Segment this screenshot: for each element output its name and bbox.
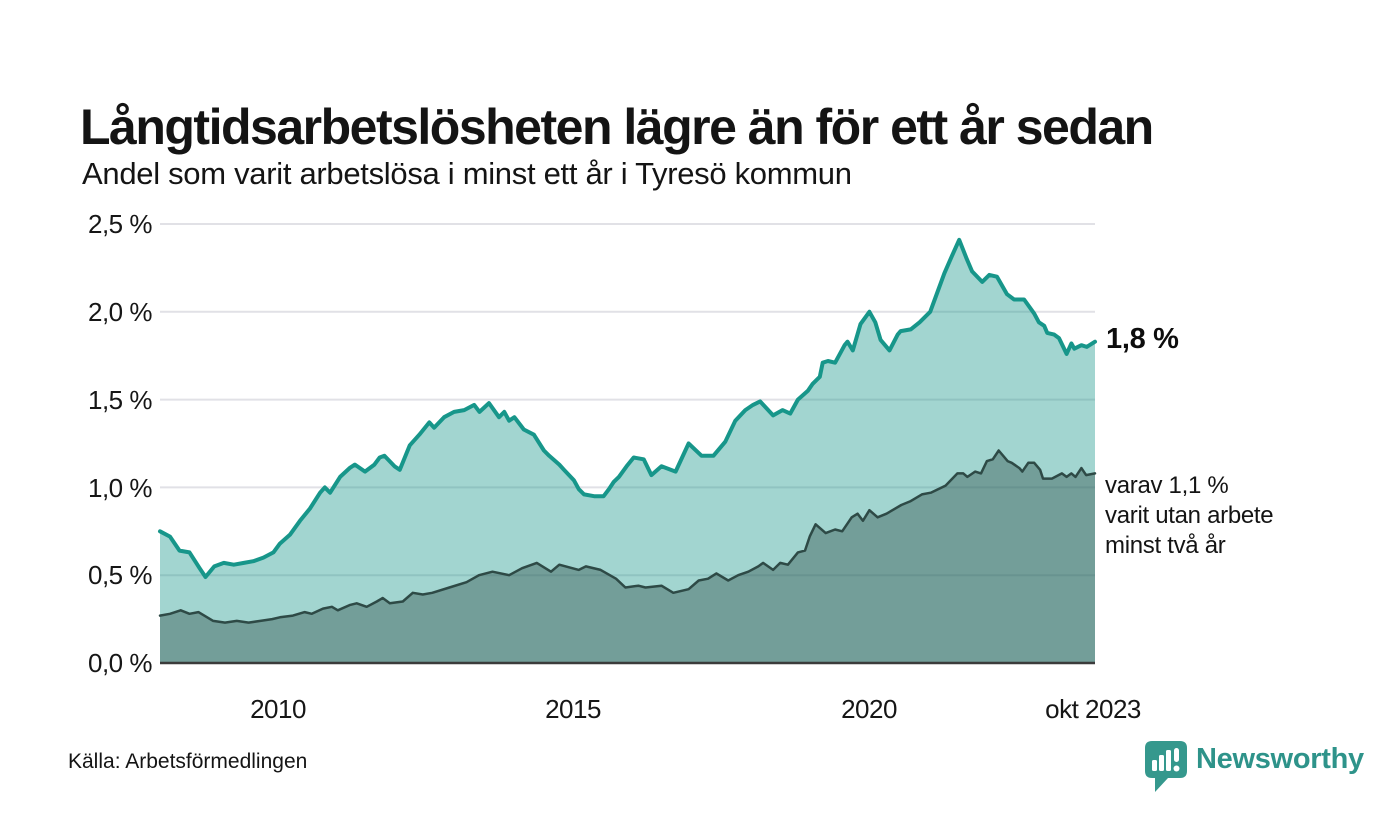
series-end-label-total: 1,8 % xyxy=(1106,323,1179,355)
y-axis-tick-label: 2,0 % xyxy=(88,297,153,327)
y-axis-tick-label: 1,5 % xyxy=(88,385,153,415)
x-axis-tick-label: 2020 xyxy=(841,694,897,724)
y-axis-tick-label: 2,5 % xyxy=(88,209,153,239)
chart-subtitle: Andel som varit arbetslösa i minst ett å… xyxy=(82,156,852,191)
source-text: Källa: Arbetsförmedlingen xyxy=(68,750,308,773)
y-axis-tick-label: 1,0 % xyxy=(88,473,153,503)
y-axis-tick-label: 0,0 % xyxy=(88,648,153,678)
x-axis-tick-label: 2010 xyxy=(250,694,306,724)
x-axis-tick-label: okt 2023 xyxy=(1045,694,1141,724)
y-axis-tick-label: 0,5 % xyxy=(88,560,153,590)
newsworthy-logo: Newsworthy xyxy=(1144,740,1364,794)
chart-title: Långtidsarbetslösheten lägre än för ett … xyxy=(80,98,1154,155)
series-end-label-two-years: varav 1,1 % varit utan arbete minst två … xyxy=(1105,472,1274,559)
newsworthy-logo-text: Newsworthy xyxy=(1196,743,1364,775)
newsworthy-logo-icon xyxy=(1145,741,1187,792)
x-axis-tick-label: 2015 xyxy=(545,694,601,724)
